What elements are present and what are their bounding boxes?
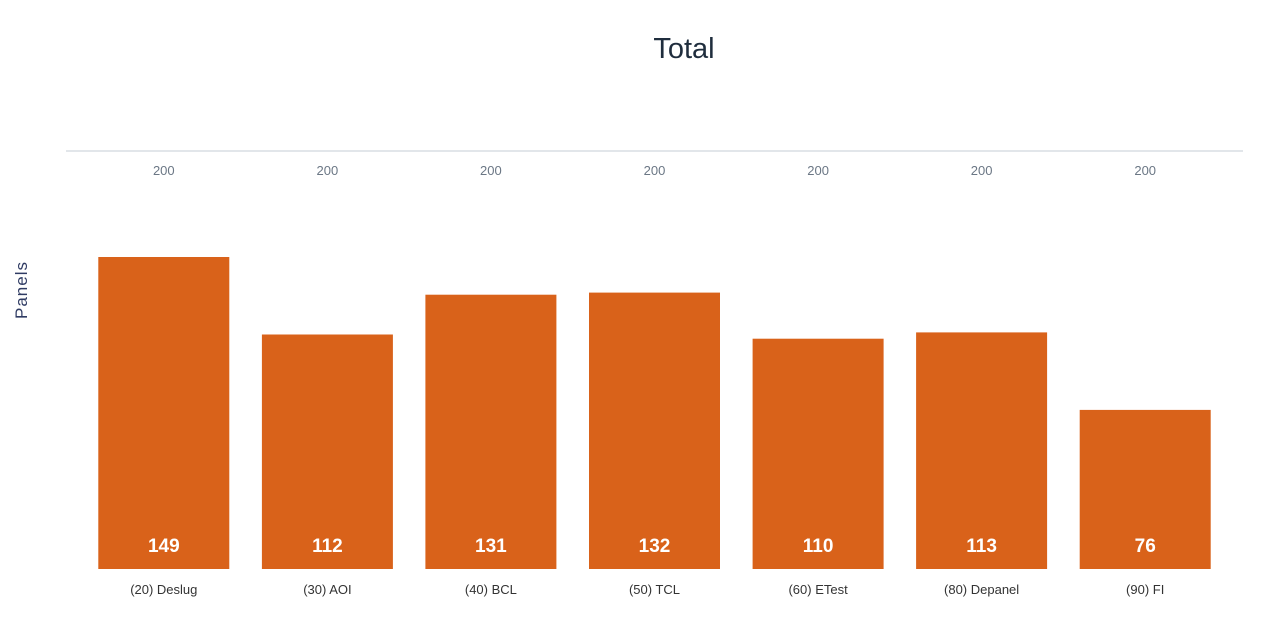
top-axis-tick-label: 200 <box>644 163 666 178</box>
bar <box>425 294 557 569</box>
x-tick-label: (30) AOI <box>303 582 351 597</box>
x-tick-label: (80) Depanel <box>944 582 1019 597</box>
x-tick-label: (50) TCL <box>629 582 680 597</box>
bar <box>752 338 884 569</box>
bar <box>98 257 230 569</box>
top-axis: 200 200 200 200 200 200 200 <box>153 163 1156 178</box>
data-labels: 149 112 131 132 110 113 76 <box>148 536 1156 557</box>
top-axis-tick-label: 200 <box>480 163 502 178</box>
bar-value-label: 149 <box>148 536 180 557</box>
x-tick-label: (40) BCL <box>465 582 517 597</box>
bar <box>261 334 393 569</box>
bar-value-label: 131 <box>475 536 507 557</box>
top-axis-tick-label: 200 <box>1134 163 1156 178</box>
chart-title: Total <box>653 33 714 65</box>
top-axis-tick-label: 200 <box>153 163 175 178</box>
bar-value-label: 76 <box>1135 536 1156 557</box>
category-labels: (20) Deslug (30) AOI (40) BCL (50) TCL (60) … <box>130 582 1164 597</box>
top-axis-tick-label: 200 <box>807 163 829 178</box>
bar-value-label: 110 <box>803 536 834 557</box>
y-axis-label: Panels <box>12 261 31 319</box>
bar <box>589 292 720 569</box>
top-axis-tick-label: 200 <box>971 163 993 178</box>
bar <box>1079 409 1211 569</box>
bars <box>98 257 1211 569</box>
x-tick-label: (60) ETest <box>788 582 848 597</box>
x-tick-label: (20) Deslug <box>130 582 197 597</box>
top-axis-tick-label: 200 <box>317 163 339 178</box>
bar-value-label: 113 <box>966 536 997 557</box>
bar-value-label: 132 <box>639 536 671 557</box>
x-tick-label: (90) FI <box>1126 582 1164 597</box>
bar <box>916 332 1048 569</box>
bar-value-label: 112 <box>312 536 343 557</box>
